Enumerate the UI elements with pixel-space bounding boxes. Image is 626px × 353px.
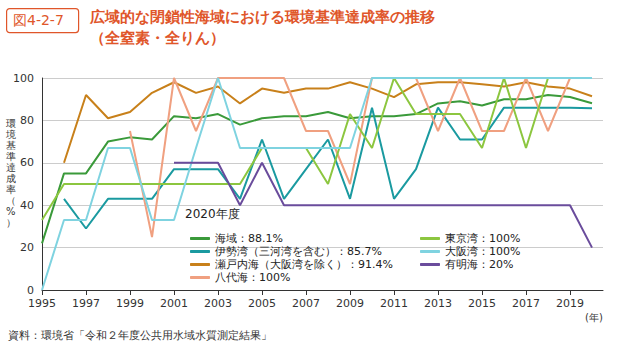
- svg-text:40: 40: [20, 199, 34, 212]
- svg-text:60: 60: [20, 156, 34, 169]
- svg-text:0: 0: [27, 284, 34, 297]
- svg-text:率: 率: [6, 184, 16, 195]
- svg-text:海域：88.1%: 海域：88.1%: [215, 232, 283, 245]
- svg-text:1997: 1997: [72, 297, 100, 310]
- svg-text:2019: 2019: [556, 297, 584, 310]
- svg-text:境: 境: [5, 129, 16, 140]
- svg-text:有明海：20%: 有明海：20%: [445, 258, 513, 271]
- svg-text:20: 20: [20, 241, 34, 254]
- svg-text:八代海：100%: 八代海：100%: [215, 271, 290, 284]
- svg-text:（: （: [6, 195, 16, 206]
- svg-text:(年): (年): [585, 312, 603, 323]
- svg-text:環: 環: [6, 118, 16, 129]
- svg-text:瀬戸内海（大阪湾を除く）：91.4%: 瀬戸内海（大阪湾を除く）：91.4%: [215, 258, 393, 271]
- svg-text:大阪湾：100%: 大阪湾：100%: [445, 245, 520, 258]
- svg-text:資料：環境省「令和２年度公共用水域水質測定結果」: 資料：環境省「令和２年度公共用水域水質測定結果」: [8, 329, 272, 342]
- svg-text:2001: 2001: [160, 297, 188, 310]
- svg-text:2007: 2007: [292, 297, 320, 310]
- svg-text:成: 成: [6, 173, 16, 184]
- svg-text:図4-2-7: 図4-2-7: [13, 12, 64, 28]
- svg-text:2009: 2009: [336, 297, 364, 310]
- svg-text:広域的な閉鎖性海域における環境基準達成率の推移: 広域的な閉鎖性海域における環境基準達成率の推移: [89, 8, 435, 26]
- svg-text:80: 80: [20, 114, 34, 127]
- svg-text:%: %: [6, 206, 16, 217]
- svg-text:基: 基: [6, 140, 16, 151]
- svg-text:伊勢湾（三河湾を含む）：85.7%: 伊勢湾（三河湾を含む）：85.7%: [215, 245, 382, 258]
- svg-text:1995: 1995: [28, 297, 56, 310]
- svg-text:2013: 2013: [424, 297, 452, 310]
- svg-text:2017: 2017: [512, 297, 540, 310]
- svg-text:2005: 2005: [248, 297, 276, 310]
- svg-text:（全窒素・全りん）: （全窒素・全りん）: [90, 29, 225, 47]
- svg-text:準: 準: [6, 151, 16, 162]
- svg-text:2011: 2011: [380, 297, 408, 310]
- svg-text:東京湾：100%: 東京湾：100%: [445, 232, 520, 245]
- svg-text:1999: 1999: [116, 297, 144, 310]
- svg-text:2003: 2003: [204, 297, 232, 310]
- svg-text:達: 達: [6, 162, 16, 173]
- svg-text:）: ）: [6, 217, 16, 228]
- svg-text:2015: 2015: [468, 297, 496, 310]
- svg-text:100: 100: [13, 72, 34, 85]
- svg-text:2020年度: 2020年度: [185, 207, 240, 221]
